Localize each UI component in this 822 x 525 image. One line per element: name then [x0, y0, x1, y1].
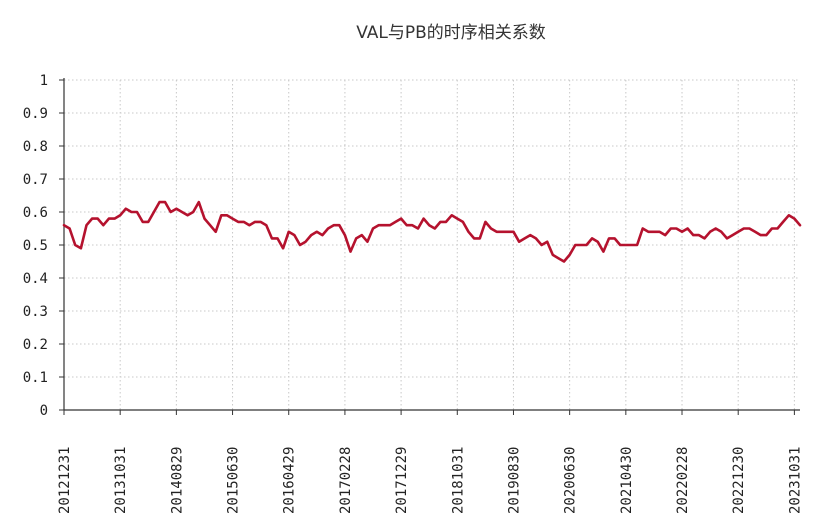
x-tick-label: 20210430 [619, 447, 635, 514]
x-tick-label: 20150630 [226, 447, 242, 514]
y-tick-label: 0.7 [23, 172, 48, 188]
x-tick-label: 20131031 [113, 447, 129, 514]
x-tick-label: 20221230 [731, 447, 747, 514]
y-tick-label: 0.2 [23, 337, 48, 353]
x-tick-label: 20231031 [787, 447, 803, 514]
y-tick-label: 0.1 [23, 370, 48, 386]
axis-layer [59, 78, 800, 415]
series-layer [62, 200, 802, 263]
x-tick-label: 20200630 [563, 447, 579, 514]
x-tick-label: 20160429 [282, 447, 298, 514]
y-tick-label: 1 [40, 73, 48, 89]
x-tick-label: 20170228 [338, 447, 354, 514]
x-tick-label: 20220228 [675, 447, 691, 514]
x-tick-label: 20140829 [169, 447, 185, 514]
y-tick-label: 0.3 [23, 304, 48, 320]
x-tick-label: 20121231 [57, 447, 73, 514]
x-tick-label: 20190830 [506, 447, 522, 514]
y-tick-label: 0.4 [23, 271, 48, 287]
y-tick-label: 0.9 [23, 106, 48, 122]
tick-label-layer: 0 0.1 0.2 0.3 0.4 0.5 0.6 0.7 0.8 0.9 1 20121231 201… [23, 73, 804, 514]
x-tick-label: 20181031 [450, 447, 466, 514]
y-tick-label: 0.5 [23, 238, 48, 254]
y-tick-label: 0 [40, 403, 48, 419]
x-tick-label: 20171229 [394, 447, 410, 514]
chart-title: VAL与PB的时序相关系数 [356, 23, 546, 43]
y-tick-label: 0.6 [23, 205, 48, 221]
y-tick-label: 0.8 [23, 139, 48, 155]
series-line [62, 200, 802, 263]
grid-layer [64, 79, 800, 410]
